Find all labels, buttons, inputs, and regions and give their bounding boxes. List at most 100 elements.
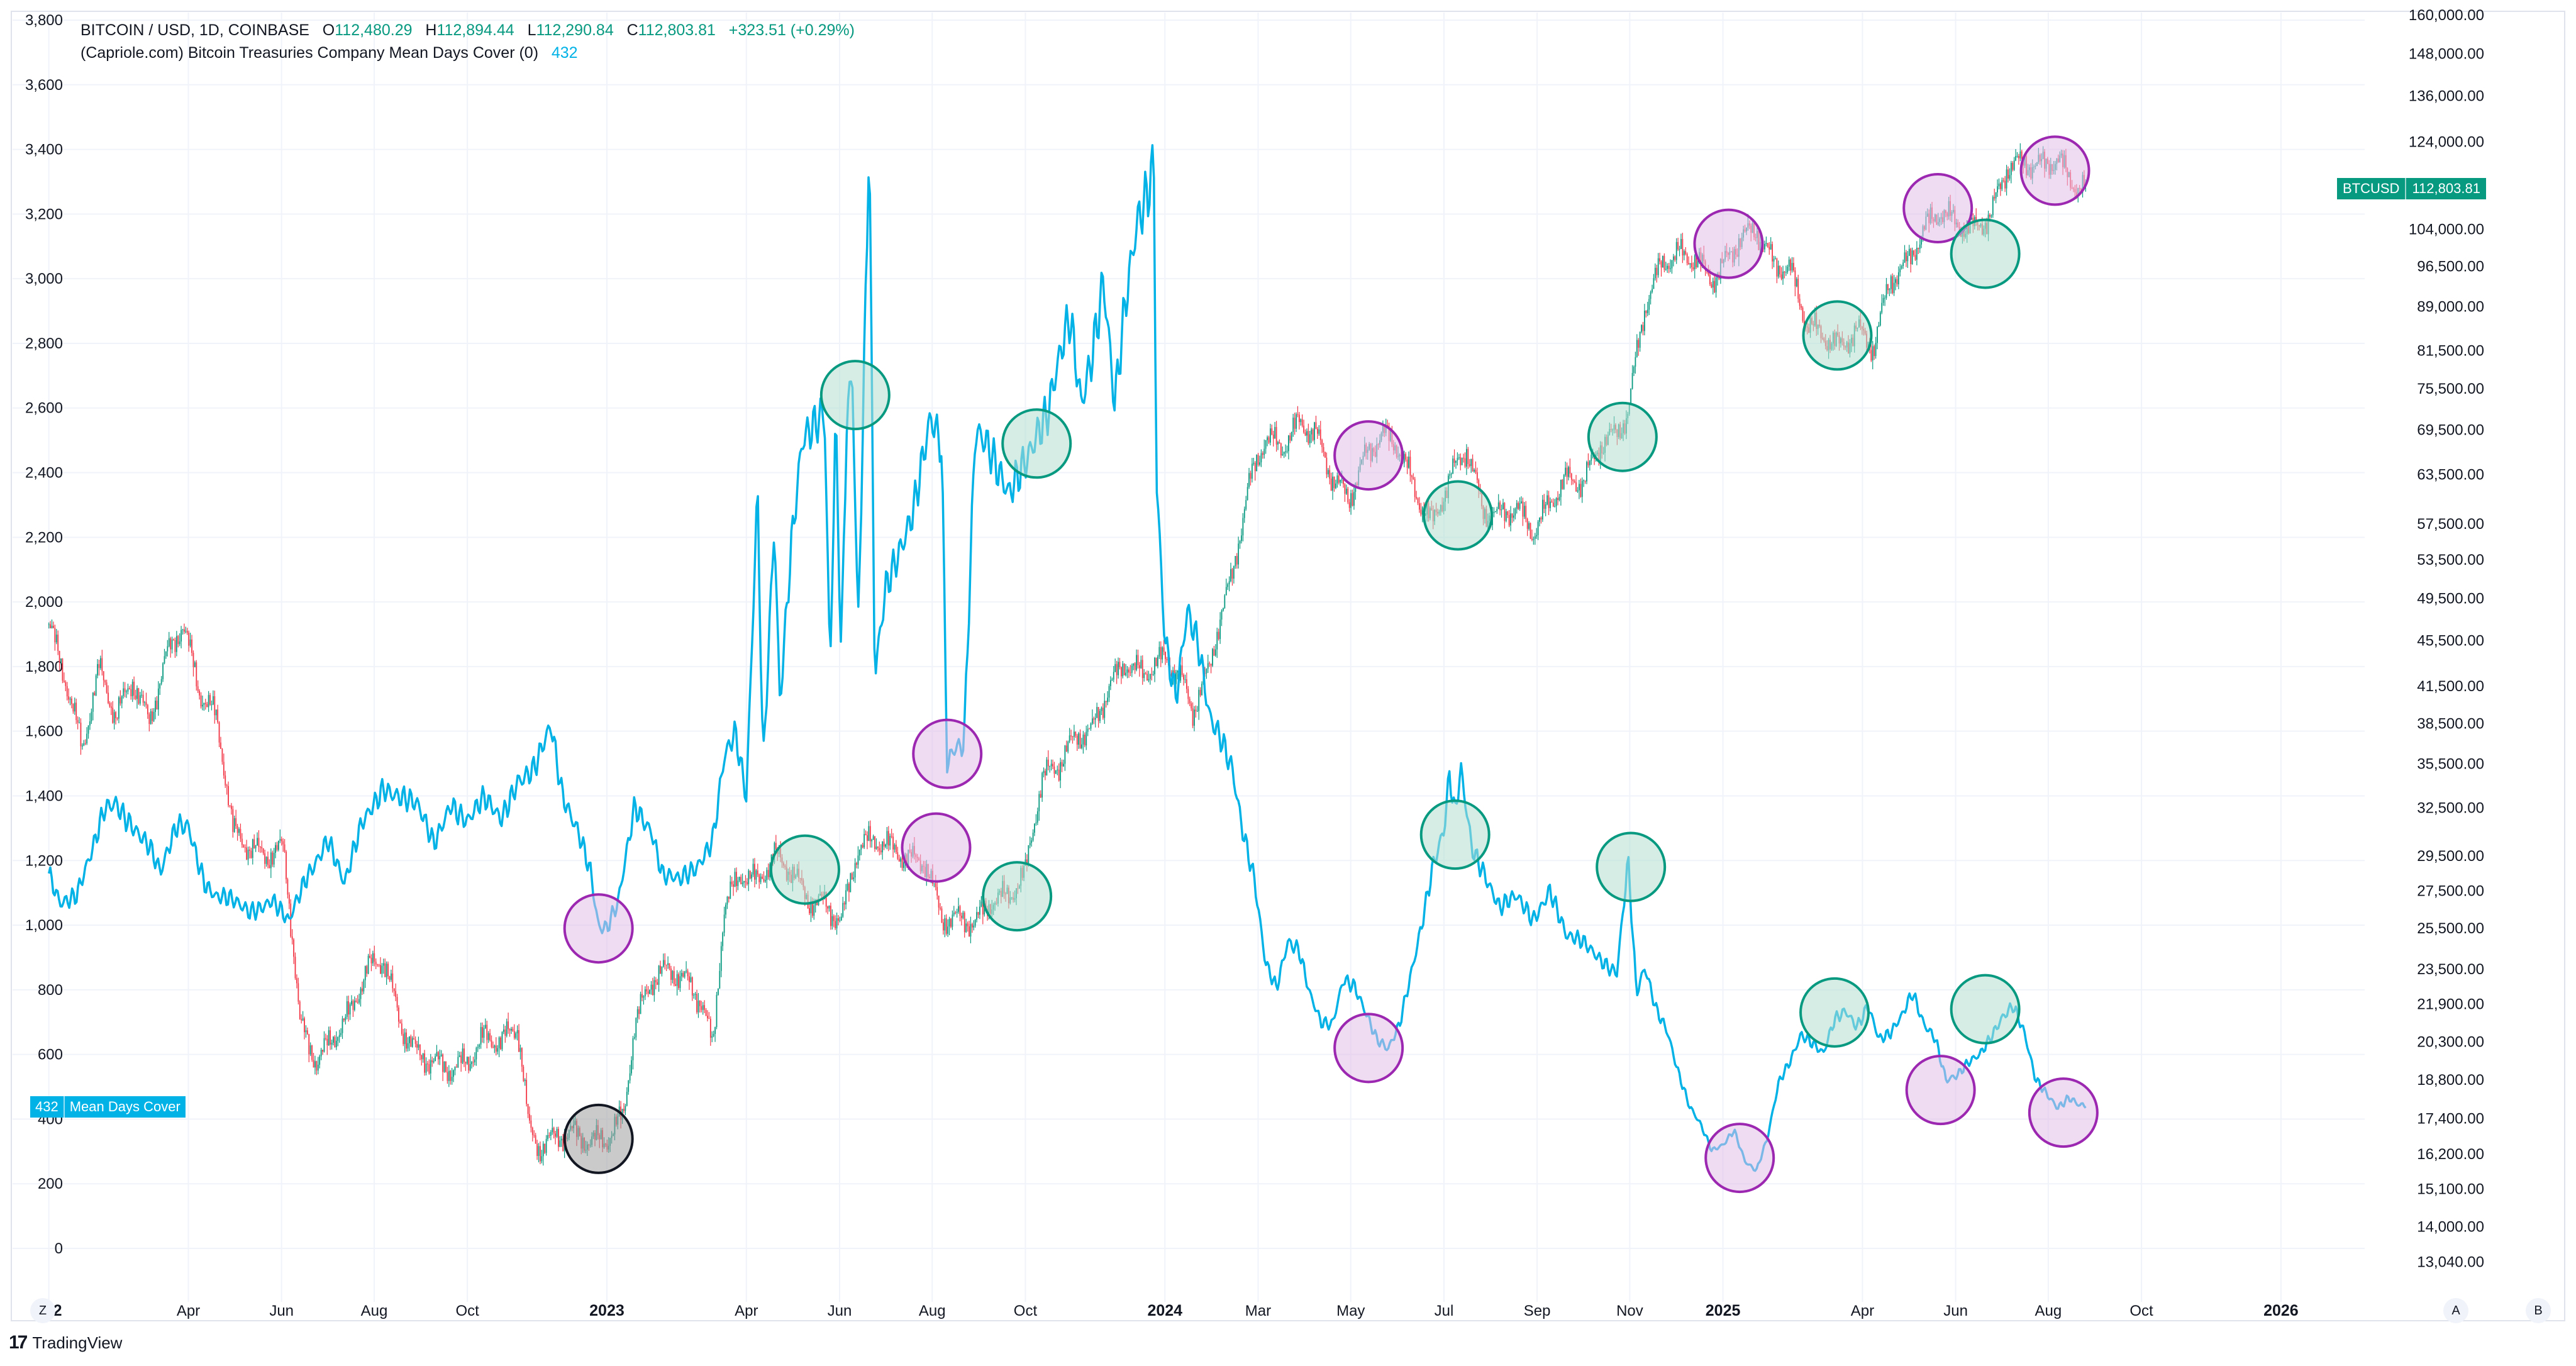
candle-body: [669, 963, 670, 969]
candle-body: [1916, 248, 1918, 260]
left-tick-label: 600: [38, 1047, 63, 1063]
candle-body: [1319, 429, 1321, 440]
candle-body: [313, 1060, 314, 1068]
candle-body: [1311, 429, 1313, 435]
candle-body: [112, 708, 114, 723]
auto-scale-button[interactable]: A: [2443, 1298, 2468, 1323]
candle-body: [527, 1104, 529, 1114]
candle-body: [458, 1055, 460, 1057]
left-tick-label: 1,800: [25, 658, 63, 675]
candle-body: [657, 982, 658, 985]
candle-body: [719, 970, 721, 989]
log-scale-button[interactable]: B: [2526, 1298, 2551, 1323]
annotation-circle-green[interactable]: [1423, 480, 1494, 551]
candle-body: [498, 1037, 500, 1048]
time-tick-label: Aug: [919, 1302, 946, 1319]
indicator-label[interactable]: (Capriole.com) Bitcoin Treasuries Compan…: [80, 44, 539, 62]
annotation-circle-purple[interactable]: [2028, 1077, 2099, 1148]
candle-body: [1283, 452, 1285, 455]
annotation-circle-green[interactable]: [769, 834, 840, 905]
candle-body: [1907, 255, 1909, 262]
candle-body: [258, 838, 260, 847]
candle-body: [115, 712, 116, 718]
candle-body: [1175, 672, 1177, 684]
candle-body: [1904, 252, 1906, 263]
candle-body: [1251, 464, 1253, 479]
annotation-circle-green[interactable]: [1596, 831, 1667, 902]
annotation-circle-green[interactable]: [1799, 977, 1870, 1048]
candle-body: [180, 630, 182, 641]
candle-body: [877, 847, 879, 848]
candle-body: [331, 1043, 333, 1045]
candle-body: [221, 748, 223, 762]
right-tick-label: 136,000.00: [2409, 87, 2484, 104]
annotation-circle-green[interactable]: [1001, 408, 1072, 479]
candle-body: [80, 723, 82, 747]
candle-body: [1241, 535, 1242, 541]
annotation-circle-green[interactable]: [1950, 974, 2021, 1045]
annotation-circle-black[interactable]: [563, 1103, 634, 1174]
candle-body: [533, 1135, 535, 1136]
annotation-circle-purple[interactable]: [1704, 1123, 1775, 1194]
right-tick-label: 20,300.00: [2417, 1034, 2484, 1051]
candle-body: [63, 680, 65, 682]
annotation-circle-green[interactable]: [1950, 218, 2021, 289]
candle-body: [94, 692, 96, 696]
left-tick-label: 1,200: [25, 852, 63, 869]
candle-body: [241, 838, 243, 845]
candle-body: [1464, 458, 1466, 467]
candle-body: [851, 873, 853, 879]
candle-body: [1646, 309, 1648, 313]
chart-legend: BITCOIN / USD, 1D, COINBASE O112,480.29 …: [80, 19, 855, 64]
annotation-circle-purple[interactable]: [1333, 420, 1404, 491]
annotation-circle-green[interactable]: [982, 861, 1053, 932]
candle-body: [1493, 511, 1495, 514]
annotation-circle-green[interactable]: [1802, 300, 1873, 371]
annotation-circle-green[interactable]: [1587, 401, 1658, 472]
candle-body: [83, 743, 85, 746]
candle-body: [850, 873, 852, 892]
candle-body: [323, 1038, 325, 1052]
candle-body: [301, 1019, 303, 1021]
candle-body: [1899, 268, 1901, 273]
candle-body: [1989, 214, 1990, 217]
candle-body: [1884, 297, 1885, 299]
annotation-circle-purple[interactable]: [563, 893, 634, 964]
candle-body: [309, 1045, 311, 1055]
candle-body: [55, 635, 57, 643]
candle-body: [711, 1036, 713, 1038]
candle-body: [977, 912, 979, 915]
candle-body: [1403, 453, 1405, 464]
right-tick-label: 38,500.00: [2417, 715, 2484, 732]
annotation-circle-green[interactable]: [819, 360, 891, 431]
annotation-circle-purple[interactable]: [1902, 173, 1974, 244]
candle-body: [133, 681, 135, 696]
time-tick-label: Apr: [1851, 1302, 1874, 1319]
annotation-circle-purple[interactable]: [2019, 135, 2090, 206]
candle-body: [1078, 733, 1080, 745]
candle-body: [1662, 255, 1663, 268]
candle-body: [127, 688, 129, 692]
candle-body: [474, 1059, 475, 1063]
candle-body: [1889, 289, 1890, 291]
candle-body: [1177, 670, 1179, 673]
annotation-circle-purple[interactable]: [901, 812, 972, 883]
candle-body: [1768, 247, 1770, 250]
candle-body: [1675, 242, 1677, 260]
candle-body: [366, 966, 368, 974]
annotation-circle-purple[interactable]: [1693, 208, 1764, 279]
annotation-circle-purple[interactable]: [1905, 1055, 1976, 1126]
annotation-circle-purple[interactable]: [1333, 1013, 1404, 1084]
candle-body: [746, 882, 748, 884]
candle-body: [1455, 460, 1457, 463]
symbol-label[interactable]: BITCOIN / USD, 1D, COINBASE: [80, 21, 309, 39]
annotation-circle-purple[interactable]: [912, 718, 983, 789]
candle-body: [535, 1135, 536, 1144]
candle-body: [407, 1043, 409, 1049]
candle-body: [1114, 664, 1116, 672]
candle-body: [159, 684, 161, 689]
candle-body: [162, 663, 164, 679]
annotation-circle-green[interactable]: [1419, 799, 1491, 870]
timezone-button[interactable]: Z: [30, 1298, 55, 1323]
